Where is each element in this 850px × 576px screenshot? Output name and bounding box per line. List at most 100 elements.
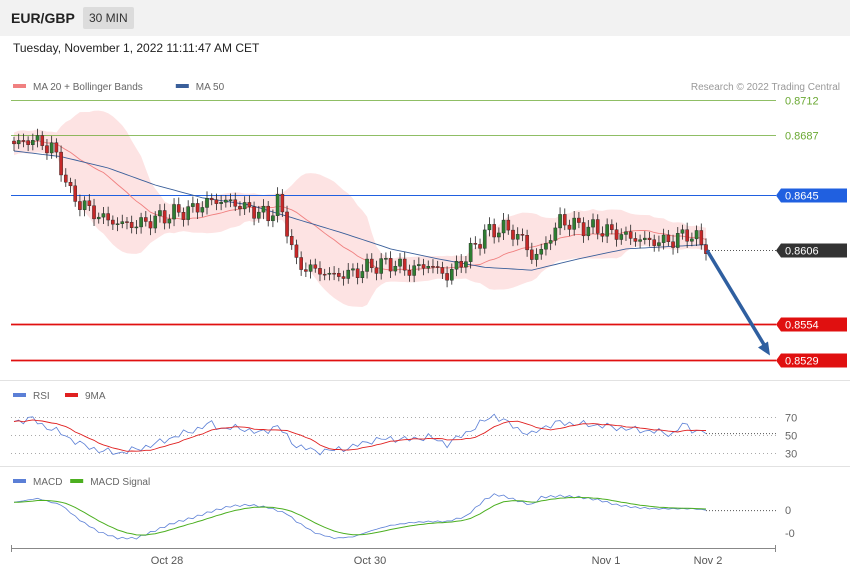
candle-body: [647, 237, 652, 240]
forecast-arrow-shaft: [705, 249, 769, 351]
level-tag-bg: [776, 188, 847, 203]
candle-body: [610, 224, 614, 230]
candle-body: [285, 211, 289, 237]
candle-body: [261, 205, 266, 213]
candle-body: [299, 257, 303, 270]
candle-body: [421, 264, 426, 269]
legend-label: MACD: [33, 477, 62, 488]
candle-body: [562, 214, 567, 226]
bollinger-band: [14, 110, 706, 307]
candle-body: [125, 221, 129, 223]
level-tag-bg: [776, 317, 847, 332]
candle-body: [233, 199, 238, 207]
candle-body: [341, 276, 346, 279]
candle-body: [129, 221, 134, 228]
candle-body: [435, 266, 440, 268]
candle-body: [139, 217, 143, 228]
candle-body: [275, 194, 280, 216]
level-label: 0.8712: [785, 96, 819, 108]
candle-body: [242, 202, 247, 210]
candle-body: [294, 244, 299, 258]
candle-body: [289, 236, 294, 246]
candle-body: [572, 217, 576, 230]
candle-body: [515, 234, 520, 240]
candle-body: [525, 235, 529, 251]
candle-body: [530, 249, 534, 260]
candle-body: [167, 218, 172, 224]
level-tag-last: 0.8606: [776, 243, 847, 258]
candle-body: [577, 217, 581, 223]
candle-body: [266, 205, 271, 222]
legend-swatch: [175, 84, 189, 88]
candle-body: [49, 142, 54, 154]
rsi-tick: 30: [785, 449, 797, 461]
macd-tick: 0: [785, 505, 791, 517]
candle-body: [591, 219, 595, 228]
macd-legend: MACD MACD Signal: [13, 477, 150, 488]
candle-body: [327, 272, 332, 275]
legend-label: MA 50: [196, 82, 225, 93]
candle-body: [384, 258, 388, 260]
candle-body: [558, 214, 562, 229]
candle-body: [478, 244, 482, 249]
candle-body: [365, 258, 369, 272]
x-tick-label: Nov 2: [694, 555, 723, 567]
candle-body: [567, 224, 572, 230]
x-tick-label: Nov 1: [592, 555, 621, 567]
macd-line: [13, 493, 707, 540]
ma20-line: [13, 140, 707, 271]
candle-body: [16, 140, 21, 145]
candle-body: [78, 201, 82, 210]
candle-body: [464, 261, 468, 268]
candle-body: [369, 258, 374, 269]
candle-body: [492, 224, 496, 238]
candle-body: [346, 269, 351, 279]
legend-label: MACD Signal: [90, 477, 150, 488]
candle-body: [468, 243, 473, 262]
candle-body: [351, 268, 355, 271]
candle-body: [628, 231, 633, 239]
candle-body: [685, 229, 689, 242]
ma50-line: [13, 150, 707, 271]
forecast-arrow-head: [758, 341, 770, 356]
candle-body: [214, 199, 219, 204]
macd-signal-line: [13, 496, 707, 536]
candle-body: [417, 264, 421, 266]
candle-body: [238, 206, 242, 210]
candle-body: [252, 206, 256, 219]
candle-body: [581, 222, 586, 237]
candle-body: [332, 272, 336, 275]
date-line: Tuesday, November 1, 2022 11:11:47 AM CE…: [13, 41, 260, 55]
candle-body: [374, 267, 379, 274]
candle-body: [322, 273, 327, 276]
timeframe-badge[interactable]: 30 MIN: [83, 7, 134, 29]
candle-body: [308, 264, 313, 272]
candle-body: [440, 267, 445, 274]
level-label: 0.8645: [785, 191, 819, 203]
candle-body: [158, 210, 162, 217]
candle-body: [21, 140, 26, 142]
candle-body: [45, 145, 49, 154]
legend-swatch: [13, 393, 26, 397]
candle-body: [195, 203, 200, 213]
candle-body: [54, 142, 59, 153]
candle-body: [228, 199, 233, 201]
candle-body: [176, 204, 181, 213]
candle-body: [482, 229, 487, 249]
candle-body: [619, 234, 624, 240]
candle-body: [652, 239, 657, 246]
candle-body: [402, 258, 407, 271]
candle-body: [643, 237, 647, 240]
candle-body: [111, 219, 115, 225]
rsi-tick: 70: [785, 413, 797, 425]
candle-body: [680, 229, 685, 234]
candle-body: [445, 273, 449, 281]
level-label: 0.8529: [785, 356, 819, 368]
candle-body: [657, 242, 661, 246]
legend-label: RSI: [33, 391, 50, 402]
candle-body: [624, 231, 628, 235]
candle-body: [318, 268, 322, 275]
candle-body: [360, 271, 365, 279]
candle-body: [393, 266, 398, 272]
candle-body: [134, 226, 139, 229]
